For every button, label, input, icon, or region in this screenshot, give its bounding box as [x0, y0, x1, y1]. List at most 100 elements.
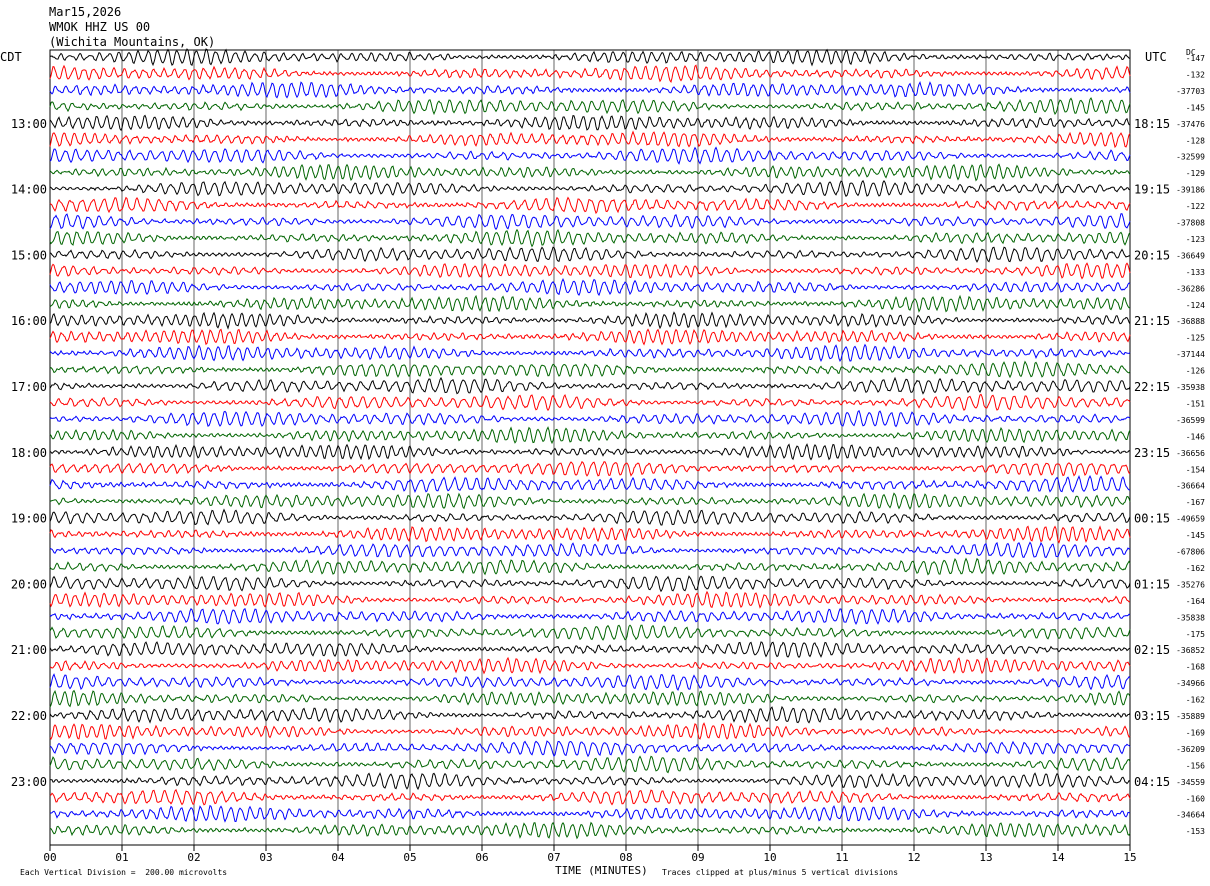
- header-station: WMOK HHZ US 00: [49, 20, 151, 34]
- dc-offset-label: -146: [1186, 432, 1205, 441]
- dc-offset-label: -162: [1186, 696, 1205, 705]
- dc-offset-label: -39186: [1176, 186, 1205, 195]
- x-tick-label: 01: [115, 851, 128, 864]
- trace-line: [49, 360, 1131, 379]
- dc-offset-label: -36888: [1176, 317, 1205, 326]
- right-time-label: 18:15: [1134, 117, 1170, 131]
- trace-line: [49, 294, 1130, 313]
- trace-line: [49, 525, 1131, 544]
- trace-line: [49, 328, 1131, 346]
- x-tick-label: 14: [1051, 851, 1065, 864]
- dc-offset-label: -36664: [1176, 482, 1205, 491]
- x-tick-label: 10: [763, 851, 776, 864]
- trace-line: [49, 641, 1131, 659]
- right-time-label: 22:15: [1134, 380, 1170, 394]
- scale-note: Each Vertical Division = 200.00 microvol…: [20, 868, 228, 877]
- dc-offset-label: -147: [1186, 54, 1205, 63]
- dc-offset-label: -124: [1186, 301, 1205, 310]
- x-tick-label: 11: [835, 851, 848, 864]
- x-tick-label: 15: [1123, 851, 1136, 864]
- dc-offset-label: -32599: [1176, 153, 1205, 162]
- x-tick-label: 13: [979, 851, 992, 864]
- trace-line: [49, 246, 1131, 263]
- trace-line: [49, 48, 1131, 67]
- trace-line: [49, 461, 1131, 477]
- dc-offset-label: -34966: [1176, 679, 1205, 688]
- dc-offset-label: -129: [1186, 169, 1205, 178]
- left-time-label: 23:00: [11, 775, 47, 789]
- dc-offset-label: -162: [1186, 564, 1205, 573]
- left-time-label: 20:00: [11, 577, 47, 591]
- right-time-label: 00:15: [1134, 512, 1170, 526]
- dc-label: DC: [1186, 48, 1196, 57]
- dc-offset-label: -36286: [1176, 284, 1205, 293]
- x-tick-label: 03: [259, 851, 272, 864]
- trace-line: [49, 590, 1131, 609]
- clip-note: Traces clipped at plus/minus 5 vertical …: [662, 868, 899, 877]
- trace-line: [49, 557, 1131, 576]
- dc-offset-label: -169: [1186, 728, 1205, 737]
- trace-line: [49, 673, 1131, 691]
- dc-offset-label: -153: [1186, 827, 1205, 836]
- trace-line: [49, 213, 1131, 231]
- trace-line: [49, 426, 1131, 445]
- trace-line: [49, 788, 1131, 806]
- right-time-label: 20:15: [1134, 248, 1170, 262]
- trace-line: [49, 163, 1131, 182]
- trace-line: [49, 722, 1131, 740]
- dc-offset-label: -156: [1186, 761, 1205, 770]
- dc-offset-label: -35276: [1176, 580, 1205, 589]
- dc-offset-label: -37703: [1176, 87, 1205, 96]
- x-tick-label: 00: [43, 851, 56, 864]
- x-tick-label: 08: [619, 851, 632, 864]
- trace-line: [49, 705, 1131, 724]
- dc-offset-label: -168: [1186, 663, 1205, 672]
- trace-line: [49, 492, 1131, 510]
- right-time-label: 02:15: [1134, 643, 1170, 657]
- x-tick-label: 12: [907, 851, 920, 864]
- trace-line: [49, 114, 1131, 132]
- trace-line: [49, 821, 1131, 840]
- x-tick-label: 02: [187, 851, 200, 864]
- dc-offset-label: -36209: [1176, 745, 1205, 754]
- trace-line: [49, 474, 1130, 493]
- dc-offset-label: -154: [1186, 465, 1205, 474]
- left-time-label: 13:00: [11, 117, 47, 131]
- dc-offset-label: -164: [1186, 597, 1205, 606]
- right-time-label: 01:15: [1134, 577, 1170, 591]
- left-time-label: 17:00: [11, 380, 47, 394]
- left-time-label: 15:00: [11, 248, 47, 262]
- x-tick-label: 09: [691, 851, 704, 864]
- trace-line: [49, 130, 1131, 149]
- dc-offset-label: -37144: [1176, 350, 1205, 359]
- dc-offset-label: -34559: [1176, 778, 1205, 787]
- dc-offset-label: -145: [1186, 531, 1205, 540]
- dc-offset-label: -167: [1186, 498, 1205, 507]
- right-time-label: 21:15: [1134, 314, 1170, 328]
- right-time-label: 19:15: [1134, 183, 1170, 197]
- dc-offset-label: -49659: [1176, 515, 1205, 524]
- dc-offset-label: -133: [1186, 268, 1205, 277]
- trace-line: [49, 804, 1131, 823]
- left-time-label: 22:00: [11, 709, 47, 723]
- trace-line: [49, 146, 1131, 165]
- dc-offset-label: -145: [1186, 103, 1205, 112]
- utc-label: UTC: [1145, 50, 1167, 64]
- left-time-label: 18:00: [11, 446, 47, 460]
- dc-offset-label: -36852: [1176, 646, 1205, 655]
- dc-offset-label: -36656: [1176, 449, 1205, 458]
- dc-offset-label: -125: [1186, 334, 1205, 343]
- left-time-label: 16:00: [11, 314, 47, 328]
- dc-offset-label: -37808: [1176, 219, 1205, 228]
- trace-line: [49, 607, 1131, 626]
- dc-offset-label: -122: [1186, 202, 1205, 211]
- dc-offset-label: -35938: [1176, 383, 1205, 392]
- dc-offset-label: -128: [1186, 136, 1205, 145]
- dc-offset-label: -36649: [1176, 251, 1205, 260]
- trace-line: [49, 97, 1131, 116]
- trace-line: [49, 311, 1131, 330]
- trace-line: [49, 689, 1131, 708]
- left-time-label: 21:00: [11, 643, 47, 657]
- x-tick-label: 04: [331, 851, 345, 864]
